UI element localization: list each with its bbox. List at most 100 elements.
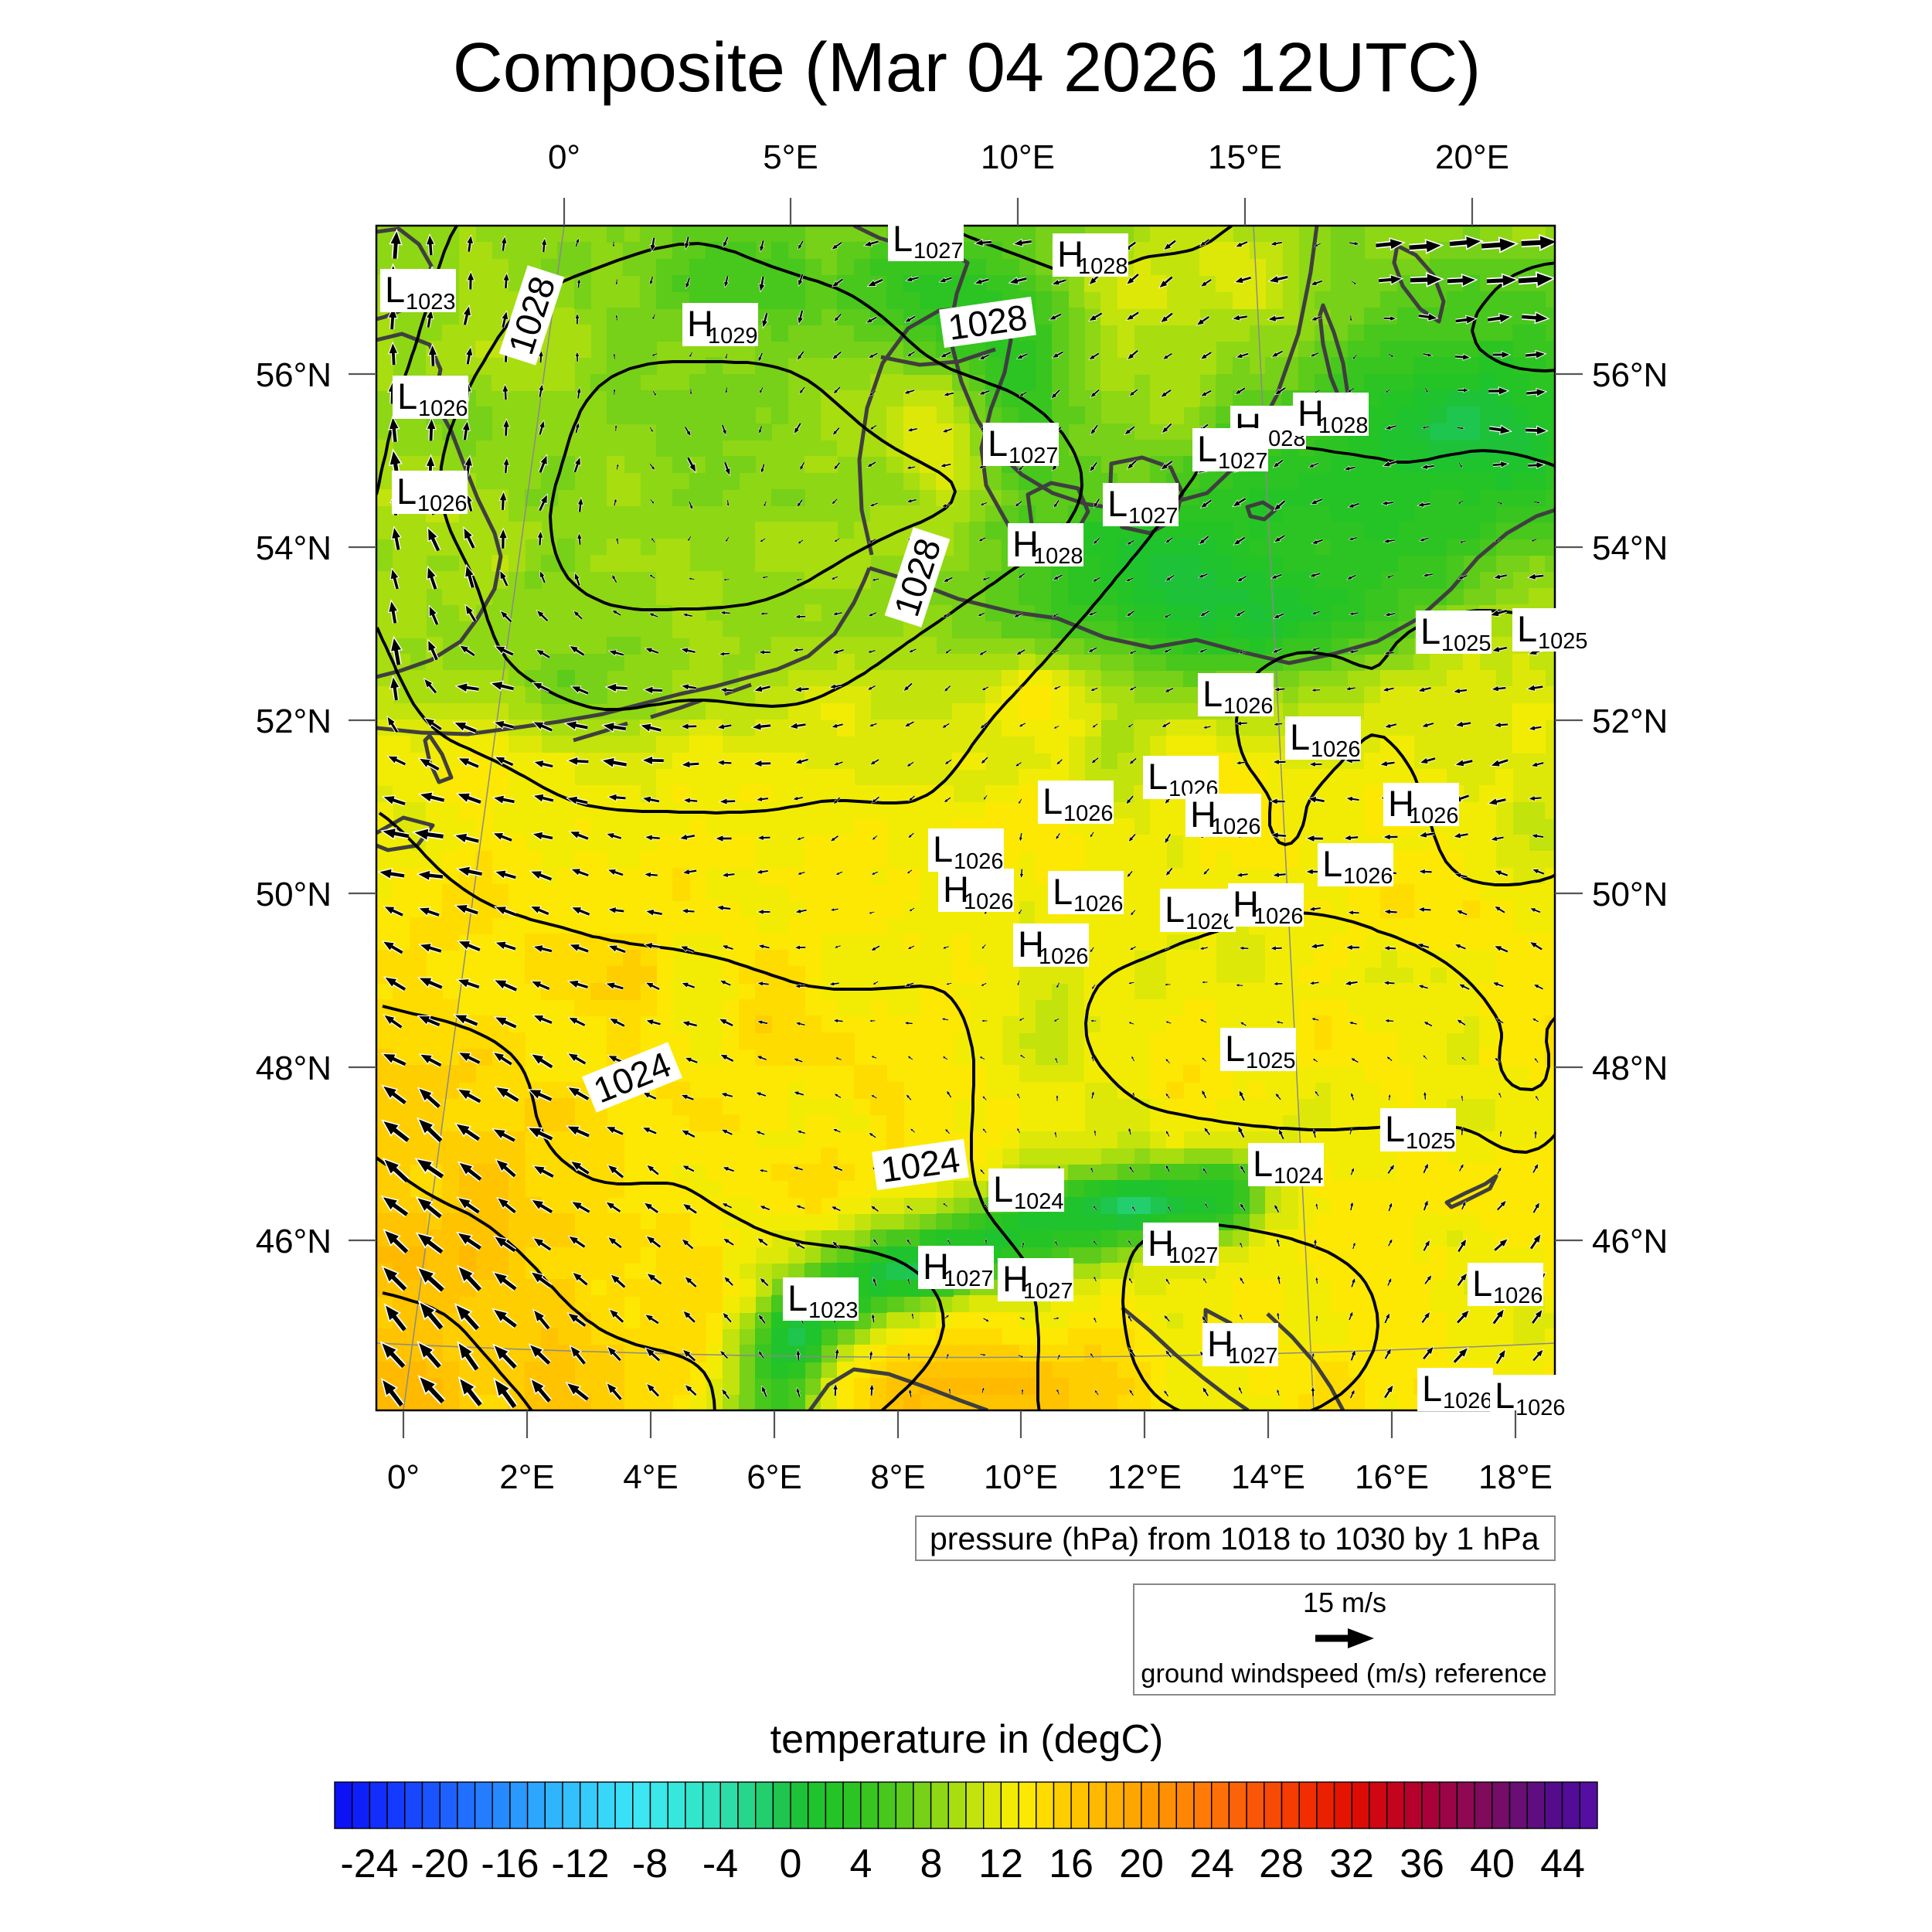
svg-text:1027: 1027	[1168, 1243, 1219, 1268]
svg-text:L: L	[1148, 756, 1168, 797]
svg-text:46°N: 46°N	[256, 1223, 332, 1260]
svg-text:L: L	[1290, 716, 1310, 757]
svg-text:15°E: 15°E	[1208, 138, 1282, 176]
svg-text:L: L	[397, 376, 417, 417]
svg-text:H: H	[687, 303, 713, 344]
svg-text:36: 36	[1400, 1842, 1444, 1886]
svg-text:temperature in (degC): temperature in (degC)	[770, 1717, 1164, 1762]
svg-text:1028: 1028	[1078, 254, 1128, 279]
svg-text:20: 20	[1119, 1842, 1164, 1886]
svg-text:1026: 1026	[1185, 910, 1236, 934]
svg-text:L: L	[1253, 1143, 1273, 1184]
svg-text:54°N: 54°N	[256, 529, 332, 567]
svg-text:H: H	[1190, 794, 1216, 835]
svg-text:12: 12	[978, 1842, 1023, 1886]
svg-text:4: 4	[850, 1842, 872, 1886]
svg-text:H: H	[1002, 1258, 1029, 1299]
svg-text:1026: 1026	[1409, 804, 1459, 828]
svg-text:L: L	[1472, 1263, 1492, 1304]
svg-text:L: L	[1517, 608, 1537, 649]
svg-text:16: 16	[1049, 1842, 1094, 1886]
svg-text:1025: 1025	[1246, 1049, 1296, 1073]
svg-text:50°N: 50°N	[256, 876, 332, 913]
svg-text:1027: 1027	[944, 1267, 994, 1291]
svg-text:L: L	[1420, 611, 1440, 651]
svg-text:56°N: 56°N	[1592, 356, 1668, 394]
svg-text:1027: 1027	[1009, 444, 1059, 468]
svg-text:48°N: 48°N	[1592, 1049, 1668, 1087]
svg-text:1029: 1029	[708, 324, 758, 349]
svg-text:0°: 0°	[548, 138, 580, 176]
svg-text:H: H	[923, 1246, 949, 1287]
svg-text:1025: 1025	[1538, 629, 1588, 654]
svg-text:L: L	[893, 218, 913, 259]
svg-text:L: L	[1385, 1108, 1405, 1149]
svg-text:1023: 1023	[808, 1298, 859, 1323]
svg-text:-20: -20	[410, 1842, 468, 1886]
svg-text:1026: 1026	[1039, 944, 1089, 969]
svg-text:48°N: 48°N	[256, 1049, 332, 1087]
svg-text:28: 28	[1259, 1842, 1304, 1886]
svg-text:1023: 1023	[406, 290, 456, 315]
svg-text:8°E: 8°E	[870, 1458, 925, 1496]
svg-text:L: L	[1053, 871, 1073, 912]
svg-text:0: 0	[780, 1842, 802, 1886]
svg-text:H: H	[1057, 233, 1083, 274]
svg-text:H: H	[1233, 883, 1259, 924]
svg-text:14°E: 14°E	[1231, 1458, 1305, 1496]
svg-text:H: H	[1298, 393, 1324, 434]
svg-text:10°E: 10°E	[984, 1458, 1058, 1496]
svg-text:1026: 1026	[1343, 864, 1393, 889]
svg-text:1027: 1027	[913, 239, 964, 264]
svg-text:pressure (hPa) from 1018 to 10: pressure (hPa) from 1018 to 1030 by 1 hP…	[930, 1521, 1539, 1556]
svg-text:L: L	[1225, 1028, 1245, 1069]
svg-text:24: 24	[1189, 1842, 1234, 1886]
svg-text:L: L	[1322, 843, 1342, 884]
svg-text:1026: 1026	[1211, 815, 1261, 839]
svg-text:-4: -4	[702, 1842, 738, 1886]
svg-text:L: L	[385, 269, 405, 310]
svg-text:L: L	[787, 1277, 808, 1318]
svg-text:18°E: 18°E	[1478, 1458, 1553, 1496]
svg-text:L: L	[1107, 483, 1128, 524]
svg-text:1028: 1028	[1033, 544, 1083, 569]
svg-text:52°N: 52°N	[256, 702, 332, 740]
svg-text:-12: -12	[551, 1842, 609, 1886]
svg-text:1026: 1026	[417, 492, 468, 516]
svg-text:L: L	[933, 828, 953, 869]
svg-text:56°N: 56°N	[256, 356, 332, 394]
svg-text:L: L	[1043, 781, 1063, 821]
svg-text:20°E: 20°E	[1435, 138, 1509, 176]
svg-text:-16: -16	[481, 1842, 539, 1886]
svg-text:32: 32	[1329, 1842, 1374, 1886]
svg-text:54°N: 54°N	[1592, 529, 1668, 567]
svg-text:L: L	[993, 1168, 1013, 1209]
svg-text:1027: 1027	[1228, 1344, 1278, 1369]
svg-text:44: 44	[1540, 1842, 1585, 1886]
svg-text:16°E: 16°E	[1355, 1458, 1429, 1496]
svg-text:1024: 1024	[1274, 1164, 1324, 1189]
svg-text:L: L	[1422, 1368, 1442, 1409]
svg-text:H: H	[1018, 923, 1044, 964]
svg-text:5°E: 5°E	[763, 138, 818, 176]
svg-text:46°N: 46°N	[1592, 1223, 1668, 1260]
svg-text:0°: 0°	[387, 1458, 420, 1496]
svg-text:L: L	[988, 423, 1008, 464]
svg-text:L: L	[1202, 673, 1223, 714]
svg-text:40: 40	[1470, 1842, 1515, 1886]
svg-text:1028: 1028	[1318, 413, 1369, 438]
svg-text:1025: 1025	[1406, 1129, 1456, 1154]
svg-text:50°N: 50°N	[1592, 876, 1668, 913]
svg-text:1026: 1026	[1253, 904, 1304, 929]
svg-text:4°E: 4°E	[623, 1458, 678, 1496]
svg-text:1027: 1027	[1128, 504, 1179, 529]
svg-text:H: H	[1388, 783, 1414, 824]
svg-text:1024: 1024	[1014, 1189, 1064, 1214]
svg-text:1026: 1026	[1311, 737, 1361, 762]
svg-text:1026: 1026	[1223, 694, 1274, 719]
svg-text:H: H	[1207, 1323, 1233, 1364]
svg-text:1026: 1026	[1443, 1389, 1493, 1413]
svg-text:1025: 1025	[1441, 631, 1492, 656]
svg-text:L: L	[1165, 889, 1185, 930]
svg-text:H: H	[943, 869, 969, 910]
